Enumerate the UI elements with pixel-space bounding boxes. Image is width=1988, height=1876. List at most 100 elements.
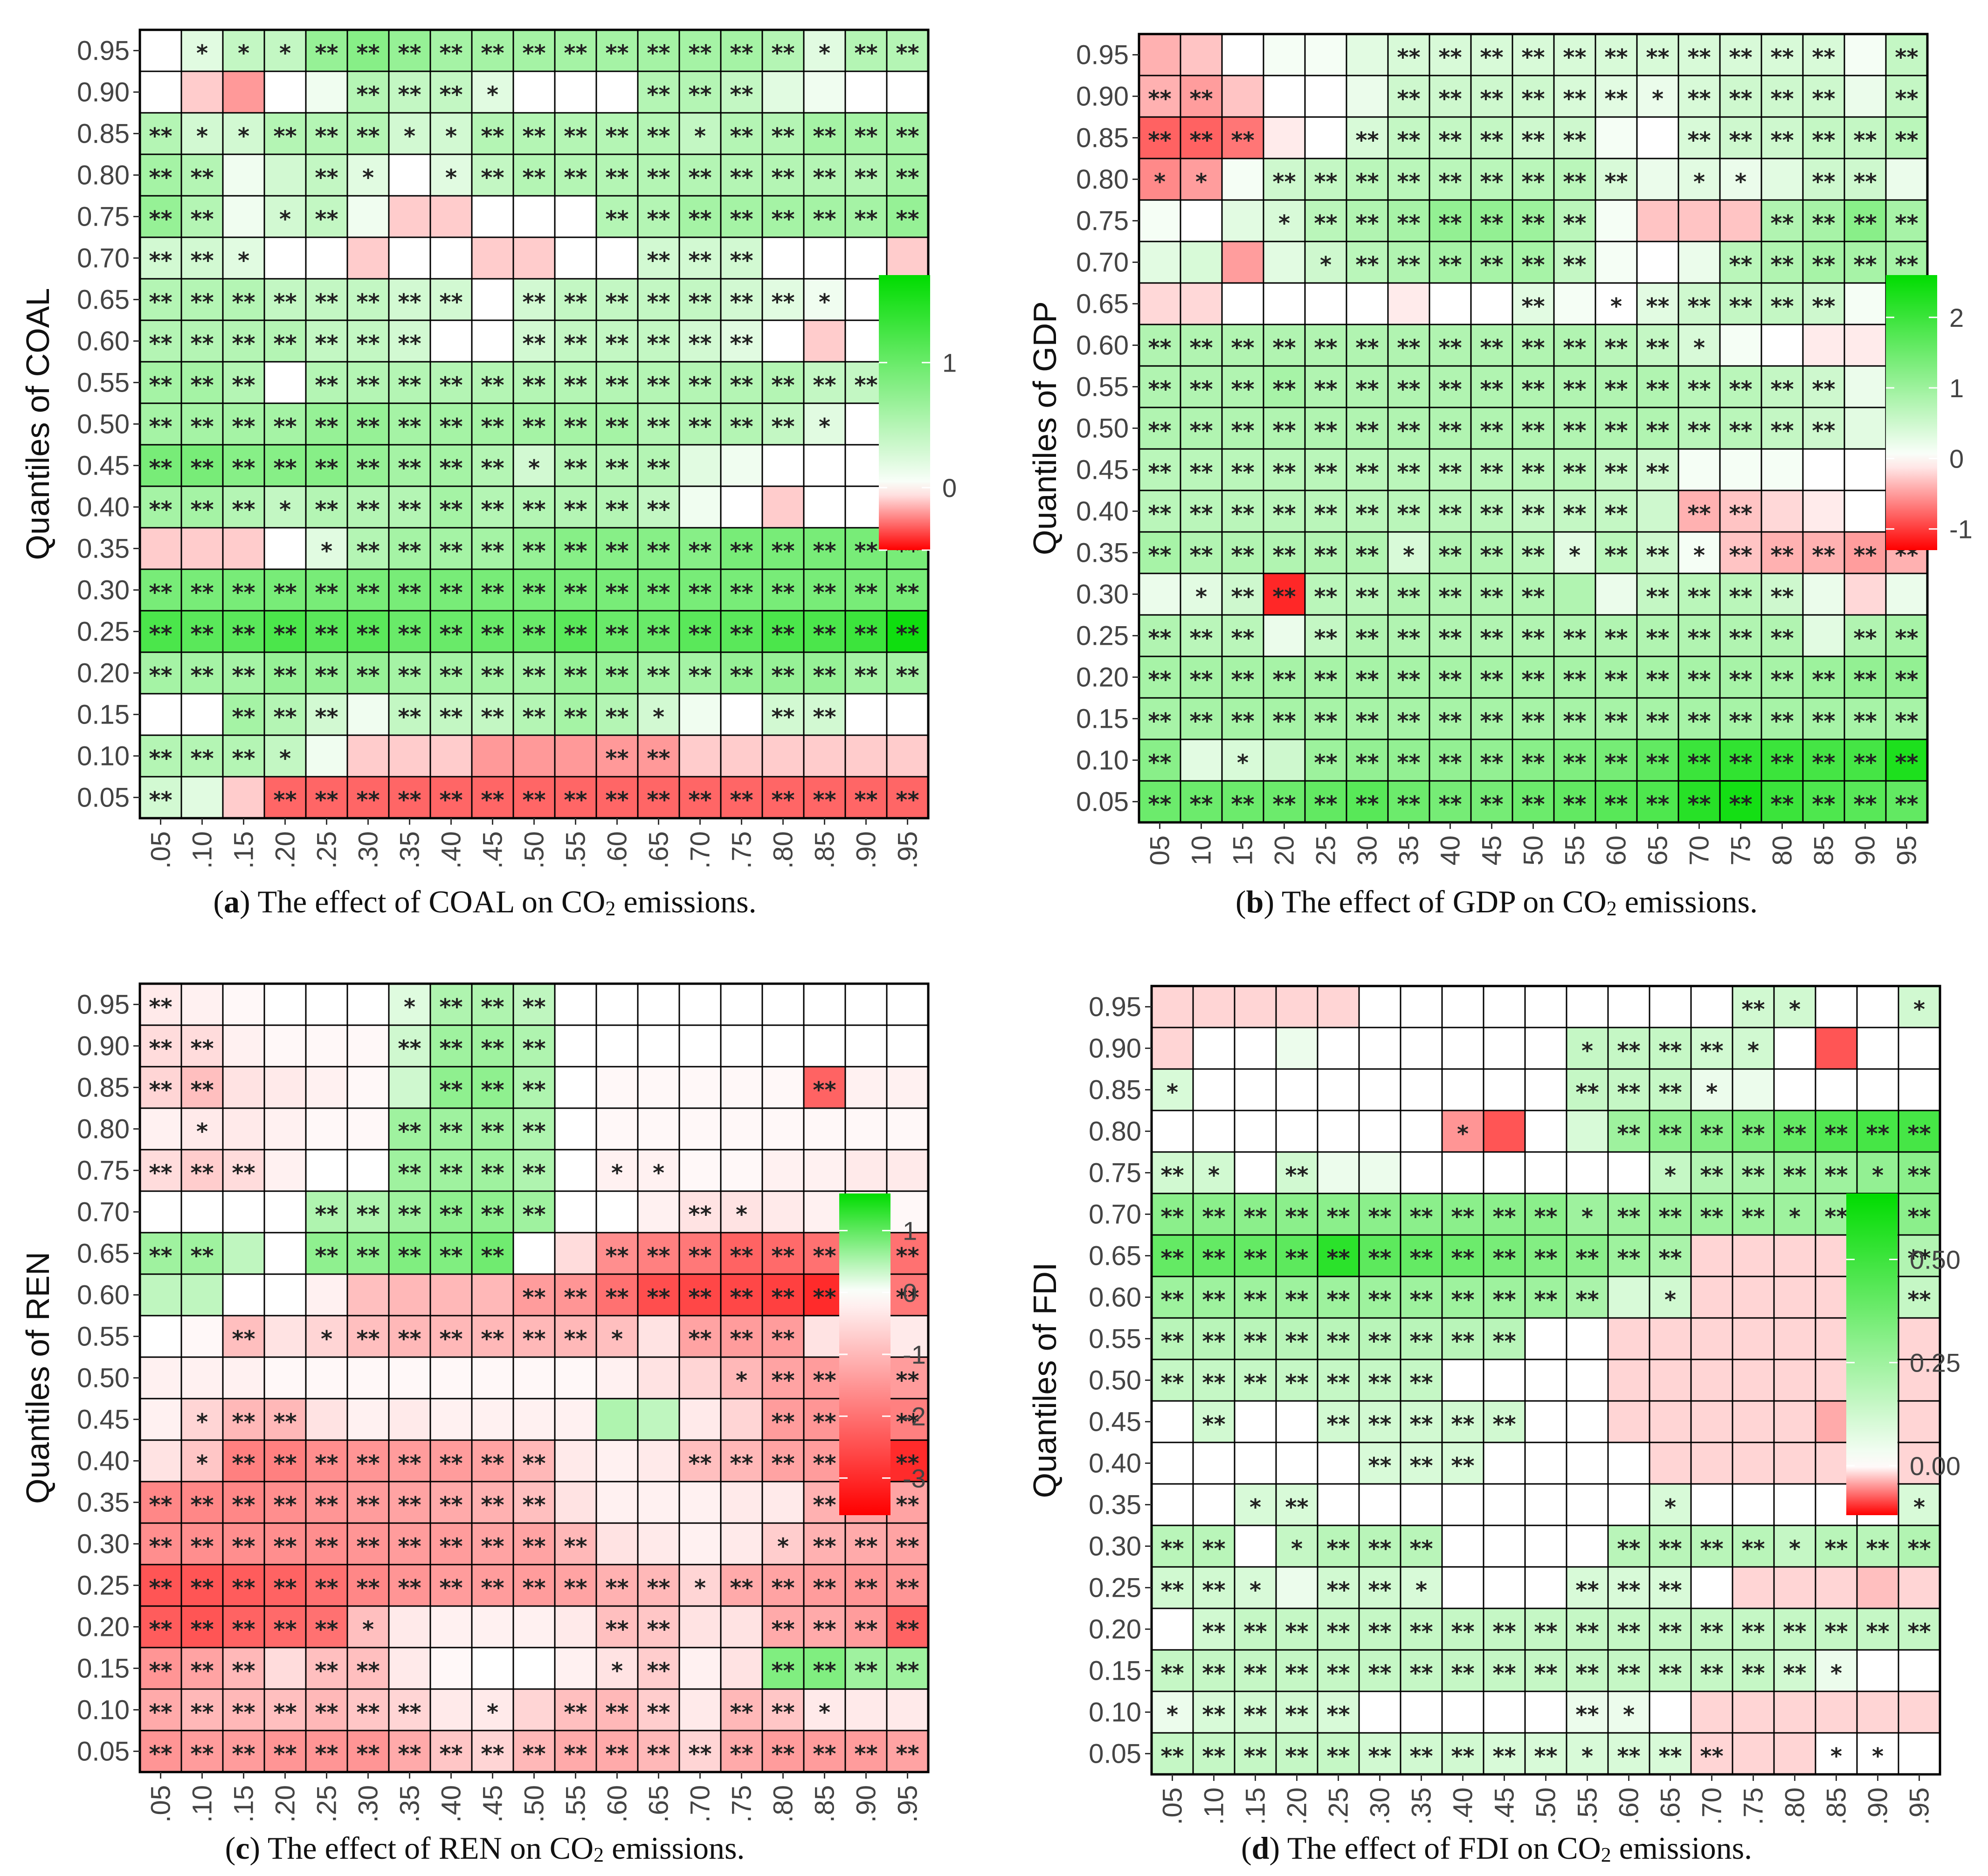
heatmap-cell — [637, 444, 680, 487]
heatmap-cell — [1802, 365, 1845, 408]
heatmap-cell — [139, 1522, 182, 1566]
significance-mark: ** — [1368, 1578, 1391, 1604]
significance-mark: ** — [688, 248, 711, 274]
significance-mark: ** — [522, 497, 545, 523]
x-tick-label: 0.65 — [644, 1785, 674, 1823]
significance-mark: ** — [854, 538, 877, 565]
x-tick-label: 0.85 — [810, 1785, 840, 1823]
heatmap-cell — [1138, 572, 1181, 616]
heatmap-cell — [1566, 1690, 1609, 1734]
significance-mark: ** — [605, 580, 628, 606]
heatmap-cell — [1317, 1400, 1360, 1443]
significance-mark: ** — [315, 663, 338, 689]
significance-mark: ** — [854, 372, 877, 399]
significance-mark: ** — [1285, 1246, 1308, 1272]
heatmap-cell — [1483, 1317, 1526, 1360]
heatmap-cell — [554, 734, 597, 778]
heatmap-cell — [471, 278, 514, 321]
significance-mark: * — [1664, 1163, 1676, 1189]
y-tick-label: 0.95 — [1076, 40, 1129, 70]
significance-mark: ** — [1907, 1536, 1931, 1562]
significance-mark: ** — [730, 1575, 753, 1601]
significance-mark: ** — [1770, 667, 1794, 693]
heatmap-cell — [222, 1190, 265, 1234]
heatmap-cell — [637, 1564, 680, 1607]
heatmap-cell — [1192, 1317, 1236, 1360]
significance-mark: ** — [688, 1202, 711, 1228]
significance-mark: ** — [771, 580, 794, 606]
y-tick-label: 0.40 — [1089, 1448, 1141, 1479]
heatmap-cell — [1815, 1027, 1858, 1070]
heatmap-cell — [222, 1232, 265, 1275]
significance-mark: ** — [1853, 128, 1877, 154]
heatmap-cell — [471, 527, 514, 570]
y-tick-label: 0.65 — [77, 1239, 130, 1269]
significance-mark: ** — [1853, 667, 1877, 693]
heatmap-cell — [1566, 1649, 1609, 1692]
significance-mark: ** — [1646, 792, 1669, 818]
heatmap-cell — [263, 1605, 307, 1648]
heatmap-cell — [1483, 1607, 1526, 1651]
significance-mark: ** — [149, 1243, 172, 1269]
significance-mark: ** — [1480, 418, 1503, 444]
significance-mark: ** — [1189, 667, 1213, 693]
significance-mark: ** — [315, 165, 338, 191]
significance-mark: ** — [1604, 335, 1628, 361]
heatmap-cell — [1304, 572, 1347, 616]
caption-d: (d) The effect of FDI on CO2 emissions. — [1241, 1830, 1753, 1866]
significance-mark: ** — [273, 1575, 297, 1601]
heatmap-cell — [1346, 490, 1389, 533]
significance-mark: * — [487, 1700, 498, 1726]
significance-mark: ** — [688, 414, 711, 440]
heatmap-cell — [1595, 490, 1638, 533]
heatmap-cell — [1607, 1524, 1650, 1568]
heatmap-cell — [1151, 1068, 1194, 1111]
heatmap-cell — [1760, 531, 1804, 574]
significance-mark: ** — [149, 1534, 172, 1560]
significance-mark: ** — [896, 1575, 919, 1601]
significance-mark: ** — [647, 124, 670, 150]
significance-mark: ** — [149, 994, 172, 1021]
heatmap-cell — [222, 1024, 265, 1068]
heatmap-cell — [512, 1730, 556, 1773]
significance-mark: ** — [1604, 667, 1628, 693]
heatmap-cell — [554, 1647, 597, 1690]
heatmap-cell — [471, 1232, 514, 1275]
significance-mark: ** — [1521, 418, 1545, 444]
significance-mark: ** — [813, 1534, 836, 1560]
significance-mark: ** — [1604, 377, 1628, 403]
significance-mark: ** — [564, 331, 587, 357]
heatmap-cell — [554, 1149, 597, 1192]
heatmap-cell — [1898, 1027, 1941, 1070]
x-tick-label: 0.45 — [1477, 835, 1507, 867]
significance-mark: ** — [1812, 543, 1835, 569]
significance-mark: ** — [439, 704, 462, 731]
significance-mark: ** — [315, 1741, 338, 1767]
significance-mark: ** — [1148, 543, 1171, 569]
heatmap-cell — [1441, 1649, 1484, 1692]
significance-mark: * — [362, 1617, 374, 1643]
heatmap-cell — [1677, 531, 1721, 574]
significance-mark: ** — [647, 414, 670, 440]
significance-mark: ** — [1492, 1661, 1516, 1687]
significance-mark: ** — [149, 248, 172, 274]
heatmap-cell — [1885, 614, 1928, 657]
significance-mark: ** — [1397, 86, 1420, 112]
significance-mark: ** — [1604, 45, 1628, 71]
heatmap-cell — [1138, 199, 1181, 242]
heatmap-cell — [1719, 158, 1762, 201]
heatmap-cell — [1553, 738, 1596, 782]
significance-mark: * — [321, 538, 332, 565]
x-tick-label: 0.80 — [1767, 835, 1798, 867]
heatmap-cell — [305, 1232, 348, 1275]
significance-mark: ** — [1563, 792, 1586, 818]
significance-mark: ** — [439, 994, 462, 1021]
y-tick-label: 0.05 — [77, 783, 130, 813]
significance-mark: ** — [190, 1700, 214, 1726]
significance-mark: ** — [896, 165, 919, 191]
heatmap-cell — [180, 1190, 224, 1234]
heatmap-cell — [1690, 1690, 1733, 1734]
heatmap-cell — [1138, 241, 1181, 284]
significance-mark: ** — [854, 1575, 877, 1601]
significance-mark: ** — [1397, 750, 1420, 776]
